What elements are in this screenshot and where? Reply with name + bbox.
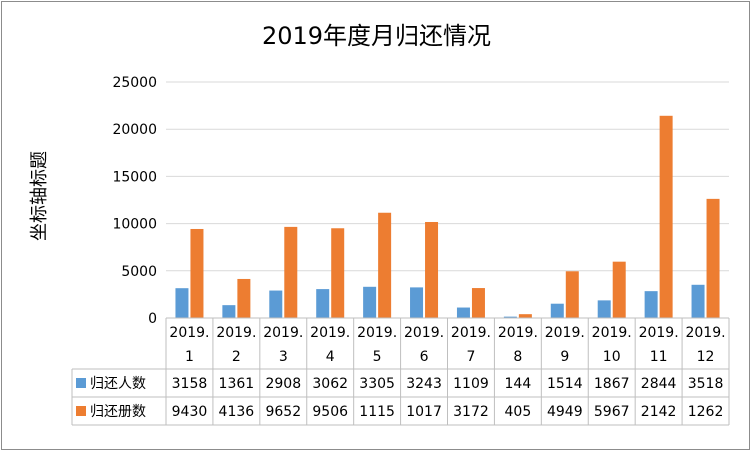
data-table-value: 1514: [547, 376, 583, 392]
bar-volumes: [378, 212, 392, 318]
y-tick-label: 25000: [112, 75, 157, 91]
x-tick-label: 2019.: [498, 325, 538, 341]
legend-label: 归还册数: [90, 403, 146, 420]
data-table-value: 2844: [641, 376, 677, 392]
x-tick-label: 2019.: [639, 325, 679, 341]
bar-people: [363, 286, 377, 318]
x-tick-label: 2019.: [310, 325, 350, 341]
bar-people: [410, 287, 424, 318]
x-tick-label: 2019.: [263, 325, 303, 341]
data-table-value: 1262: [688, 404, 724, 420]
x-tick-label: 2: [232, 349, 241, 365]
bar-people: [550, 303, 564, 318]
y-tick-label: 0: [148, 311, 157, 327]
x-tick-label: 9: [560, 349, 569, 365]
data-table-value: 9652: [265, 404, 301, 420]
bar-volumes: [425, 221, 439, 318]
bar-people: [222, 305, 236, 318]
legend-swatch: [76, 378, 86, 388]
bar-volumes: [706, 198, 720, 318]
chart-title: 2019年度月归还情况: [261, 22, 492, 50]
bar-people: [269, 290, 283, 318]
bar-volumes: [331, 228, 345, 318]
x-tick-label: 2019.: [357, 325, 397, 341]
legend-label: 归还人数: [90, 375, 146, 392]
x-tick-label: 8: [513, 349, 522, 365]
x-tick-label: 7: [466, 349, 475, 365]
data-table-value: 9430: [172, 404, 208, 420]
data-table-value: 2908: [265, 376, 301, 392]
data-table-value: 3062: [312, 376, 348, 392]
data-table-value: 5967: [594, 404, 630, 420]
x-tick-label: 2019.: [216, 325, 256, 341]
x-tick-label: 5: [373, 349, 382, 365]
x-tick-label: 2019.: [451, 325, 491, 341]
data-table-value: 1115: [359, 404, 395, 420]
data-table-value: 3158: [172, 376, 208, 392]
data-table-value: 3243: [406, 376, 442, 392]
bar-people: [175, 288, 189, 318]
bar-people: [316, 289, 330, 318]
bar-people: [691, 284, 705, 318]
x-tick-label: 2019.: [545, 325, 585, 341]
bar-people: [644, 291, 658, 318]
bar-people: [597, 300, 611, 318]
y-tick-label: 5000: [121, 264, 157, 280]
data-table-value: 9506: [312, 404, 348, 420]
x-tick-label: 1: [185, 349, 194, 365]
x-tick-label: 3: [279, 349, 288, 365]
x-tick-label: 2019.: [685, 325, 725, 341]
x-tick-label: 12: [697, 349, 715, 365]
bar-volumes: [284, 226, 298, 318]
bar-volumes: [190, 228, 204, 318]
x-tick-label: 4: [326, 349, 335, 365]
y-tick-label: 10000: [112, 217, 157, 233]
data-table-value: 1867: [594, 376, 630, 392]
data-table-value: 3518: [688, 376, 724, 392]
y-tick-label: 20000: [112, 122, 157, 138]
x-tick-label: 6: [420, 349, 429, 365]
bar-volumes: [471, 288, 485, 318]
data-table-value: 144: [505, 376, 532, 392]
data-table-value: 2142: [641, 404, 677, 420]
x-tick-label: 11: [650, 349, 668, 365]
x-tick-label: 2019.: [169, 325, 209, 341]
bar-people: [456, 307, 470, 318]
x-tick-label: 2019.: [592, 325, 632, 341]
x-tick-label: 2019.: [404, 325, 444, 341]
data-table-value: 1017: [406, 404, 442, 420]
legend-swatch: [76, 406, 86, 416]
bar-volumes: [565, 271, 579, 318]
data-table-value: 4136: [219, 404, 255, 420]
bar-volumes: [659, 115, 673, 318]
bar-volumes: [518, 314, 532, 318]
x-tick-label: 10: [603, 349, 621, 365]
data-table-value: 3172: [453, 404, 489, 420]
data-table-value: 4949: [547, 404, 583, 420]
y-tick-label: 15000: [112, 169, 157, 185]
bar-people: [503, 316, 517, 318]
bar-volumes: [612, 261, 626, 318]
bar-volumes: [237, 278, 251, 318]
data-table-value: 405: [505, 404, 532, 420]
data-table-value: 3305: [359, 376, 395, 392]
data-table-value: 1109: [453, 376, 489, 392]
data-table-value: 1361: [219, 376, 255, 392]
